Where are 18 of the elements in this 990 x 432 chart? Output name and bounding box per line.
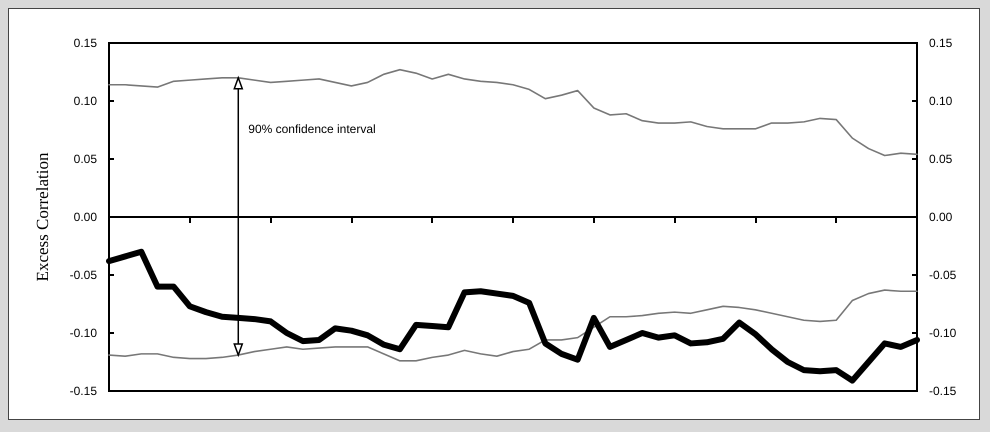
line-series xyxy=(108,68,918,156)
y-tick-label: 0.15 xyxy=(74,36,98,50)
y-axis-title: Excess Correlation xyxy=(33,152,52,282)
y-tick-label: -0.10 xyxy=(70,326,98,340)
y2-tick-label: 0.10 xyxy=(929,94,953,108)
y2-tick-label: 0.05 xyxy=(929,152,953,166)
y2-tick-label: 0.15 xyxy=(929,36,953,50)
y-tick-label: 0.05 xyxy=(74,152,98,166)
y2-tick-label: -0.10 xyxy=(929,326,957,340)
y-tick-label: 0.00 xyxy=(74,210,98,224)
y-tick-label: 0.10 xyxy=(74,94,98,108)
line-series xyxy=(108,289,918,362)
y2-tick-label: -0.05 xyxy=(929,268,957,282)
y-tick-label: -0.15 xyxy=(70,384,98,398)
y-tick-label: -0.05 xyxy=(70,268,98,282)
y2-tick-label: -0.15 xyxy=(929,384,957,398)
annotation: 90% confidence interval xyxy=(248,122,376,136)
y2-tick-label: 0.00 xyxy=(929,210,953,224)
